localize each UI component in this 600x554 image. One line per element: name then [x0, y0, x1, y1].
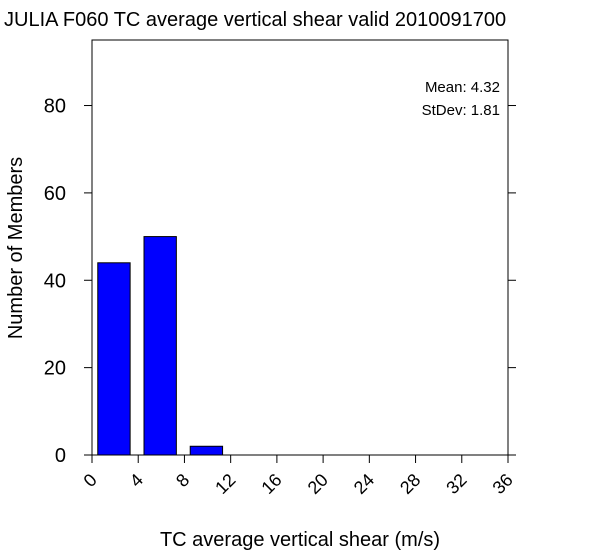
bar-2: [189, 445, 224, 456]
y-tick-label-3: 60: [44, 183, 66, 205]
bar-1: [143, 236, 177, 456]
chart-title: JULIA F060 TC average vertical shear val…: [4, 9, 506, 31]
stdev-label: StDev: 1.81: [422, 102, 500, 119]
bars-group: [97, 236, 224, 456]
x-tick-label-9: 36: [489, 470, 517, 498]
y-axis: 0 20 40 60 80: [44, 96, 516, 467]
bar-0: [97, 262, 131, 456]
x-tick-label-0: 0: [80, 470, 101, 491]
plot-frame: [91, 39, 509, 456]
x-axis: 0 4 8 12 16 20 24 28 32 36: [80, 455, 517, 498]
y-axis-title: Number of Members: [5, 157, 27, 339]
x-tick-label-7: 28: [396, 470, 424, 498]
x-tick-label-5: 20: [304, 470, 332, 498]
y-tick-label-4: 80: [44, 96, 66, 118]
x-tick-label-1: 4: [126, 470, 147, 491]
x-tick-label-6: 24: [350, 470, 378, 498]
y-tick-label-0: 0: [55, 445, 66, 467]
y-tick-label-1: 20: [44, 358, 66, 380]
x-axis-title: TC average vertical shear (m/s): [160, 529, 440, 551]
x-tick-label-8: 32: [442, 470, 470, 498]
x-tick-label-4: 16: [257, 470, 285, 498]
x-tick-label-3: 12: [211, 470, 239, 498]
x-tick-label-2: 8: [172, 470, 193, 491]
y-tick-label-2: 40: [44, 270, 66, 292]
mean-label: Mean: 4.32: [425, 79, 500, 96]
